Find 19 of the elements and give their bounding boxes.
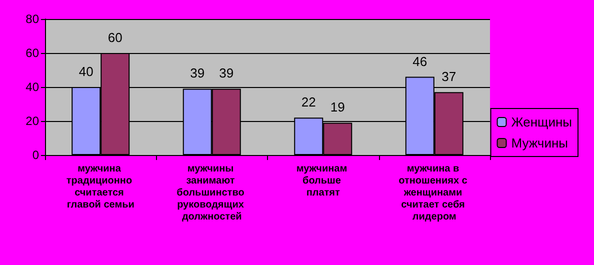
data-label: 60 xyxy=(108,30,122,45)
y-tick-label: 40 xyxy=(26,80,40,94)
x-tick-label: мужчины занимают большинство руководящих должностей xyxy=(176,164,248,222)
data-label: 39 xyxy=(219,66,234,81)
data-label: 19 xyxy=(330,100,345,115)
x-tick-label: мужчина традиционно считается главой семьи xyxy=(66,164,135,210)
data-label: 22 xyxy=(301,94,316,110)
y-tick-label: 80 xyxy=(26,12,40,26)
x-tick-label: мужчина в отношениях с женщинами считает себя лидером xyxy=(398,164,470,222)
x-tick-label: мужчинам больше платят xyxy=(296,164,350,198)
legend-label: Женщины xyxy=(511,114,572,130)
legend-label: Мужчины xyxy=(511,136,568,150)
data-label: 40 xyxy=(78,64,94,79)
data-label: 39 xyxy=(190,66,205,81)
y-tick-label: 20 xyxy=(26,114,40,128)
y-tick-label: 60 xyxy=(26,46,40,60)
data-label: 46 xyxy=(412,54,428,69)
y-tick-label: 0 xyxy=(32,148,40,162)
data-label: 37 xyxy=(442,69,456,84)
